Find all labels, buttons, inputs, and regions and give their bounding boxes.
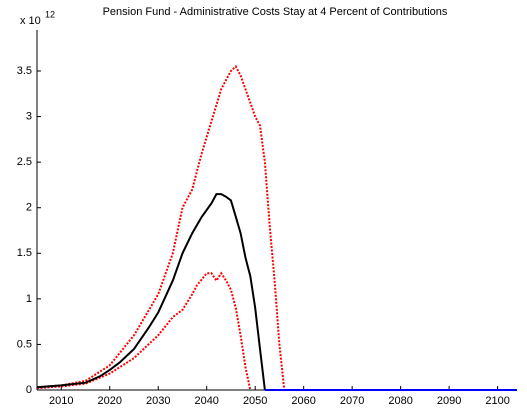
x-tick-label: 2040	[194, 395, 218, 407]
y-exponent: 12	[45, 9, 55, 19]
x-tick-label: 2030	[146, 395, 170, 407]
y-tick-label: 2.5	[17, 156, 32, 168]
x-tick-label: 2010	[49, 395, 73, 407]
y-tick-label: 1	[26, 293, 32, 305]
series-line	[36, 64, 286, 391]
series-line	[36, 193, 266, 391]
x-tick-label: 2050	[243, 395, 267, 407]
y-tick-label: 3.5	[17, 65, 32, 77]
x-tick-label: 2060	[291, 395, 315, 407]
x-tick-label: 2070	[340, 395, 364, 407]
x-tick-label: 2090	[437, 395, 461, 407]
y-tick-label: 1.5	[17, 247, 32, 259]
y-tick-label: 2	[26, 202, 32, 214]
x-tick-label: 2100	[485, 395, 509, 407]
x-tick-label: 2080	[388, 395, 412, 407]
y-multiplier: x 10	[20, 15, 41, 27]
series-line	[36, 271, 252, 391]
y-tick-label: 3	[26, 110, 32, 122]
y-tick-label: 0.5	[17, 338, 32, 350]
y-tick-label: 0	[26, 384, 32, 396]
chart-title: Pension Fund - Administrative Costs Stay…	[103, 6, 448, 18]
x-tick-label: 2020	[97, 395, 121, 407]
